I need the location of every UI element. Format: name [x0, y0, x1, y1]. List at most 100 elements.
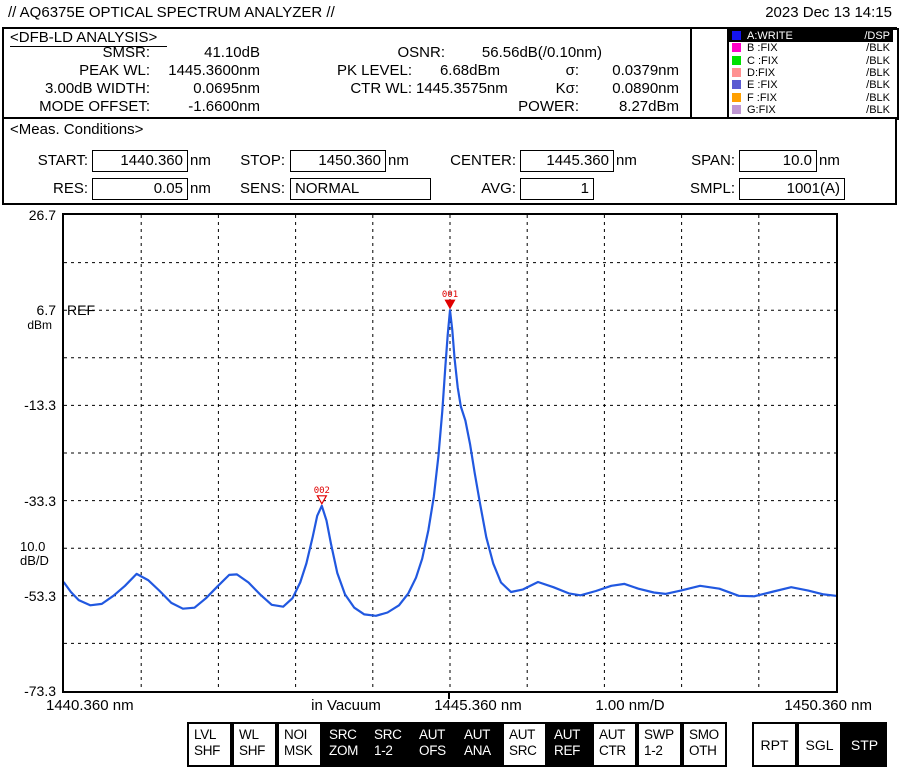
k-sigma-value: 0.0890nm — [612, 80, 679, 97]
trace-row-b[interactable]: B :FIX/BLK — [729, 42, 893, 54]
pk-level-label: PK LEVEL: — [336, 62, 412, 79]
power-value: 8.27dBm — [618, 98, 679, 115]
trace-mode: /BLK — [866, 103, 890, 116]
stop-unit: nm — [388, 152, 409, 169]
trace-legend: A:WRITE/DSP B :FIX/BLK C :FIX/BLK D:FIX/BLK… — [727, 28, 899, 120]
center-input[interactable]: 1445.360 — [520, 150, 614, 172]
res-input[interactable]: 0.05 — [92, 178, 188, 200]
softkey-label: SRC — [329, 727, 357, 742]
softkey-swp-1-2[interactable]: SWP 1-2 — [637, 722, 682, 767]
center-label: CENTER: — [450, 152, 516, 169]
trace-color-swatch — [732, 80, 741, 90]
sweep-button-rpt[interactable]: RPT — [752, 722, 797, 767]
smsr-label: SMSR: — [102, 44, 150, 61]
sweep-button-stp[interactable]: STP — [842, 722, 887, 767]
app-title: // AQ6375E OPTICAL SPECTRUM ANALYZER // — [8, 4, 335, 21]
softkey-aut-ana[interactable]: AUT ANA — [457, 722, 502, 767]
softkey-label: AUT — [554, 727, 581, 742]
softkey-lvl-shf[interactable]: LVL SHF — [187, 722, 232, 767]
softkey-aut-ref[interactable]: AUT REF — [547, 722, 592, 767]
softkey-src-1-2[interactable]: SRC 1-2 — [367, 722, 415, 767]
softkey-label: SWP — [644, 727, 674, 742]
trace-name: F :FIX — [747, 91, 777, 104]
softkey-aut-ofs[interactable]: AUT OFS — [412, 722, 460, 767]
trace-name: B :FIX — [747, 42, 778, 55]
trace-color-swatch — [732, 31, 741, 40]
trace-name: C :FIX — [747, 54, 779, 67]
trace-row-d[interactable]: D:FIX/BLK — [729, 67, 893, 79]
avg-label: AVG: — [481, 180, 516, 197]
x-axis-center-label: 1445.360 nm — [434, 697, 522, 714]
avg-input[interactable]: 1 — [520, 178, 594, 200]
y-tick-label: -33.3 — [24, 492, 56, 509]
start-input[interactable]: 1440.360 — [92, 150, 188, 172]
softkey-aut-src[interactable]: AUT SRC — [502, 722, 547, 767]
x-axis-stop-label: 1450.360 nm — [784, 697, 872, 714]
trace-color-swatch — [732, 55, 741, 65]
sweep-button-sgl[interactable]: SGL — [797, 722, 842, 767]
stop-input[interactable]: 1450.360 — [290, 150, 386, 172]
softkey-label: AUT — [464, 727, 491, 742]
smpl-input[interactable]: 1001(A) — [739, 178, 845, 200]
softkey-label: 1-2 — [374, 743, 393, 758]
trace-row-f[interactable]: F :FIX/BLK — [729, 92, 893, 104]
softkey-label: AUT — [509, 727, 536, 742]
softkey-wl-shf[interactable]: WL SHF — [232, 722, 277, 767]
softkey-src-zom[interactable]: SRC ZOM — [322, 722, 370, 767]
osnr-value: 56.56dB(/0.10nm) — [481, 44, 602, 61]
trace-mode: /DSP — [864, 30, 890, 42]
trace-name: A:WRITE — [747, 30, 793, 42]
peak-wl-value: 1445.3600nm — [168, 62, 260, 79]
peak-marker-002 — [316, 495, 328, 506]
softkey-label: 1-2 — [644, 743, 663, 758]
softkey-label: MSK — [284, 743, 313, 758]
softkey-aut-ctr[interactable]: AUT CTR — [592, 722, 637, 767]
span-input[interactable]: 10.0 — [739, 150, 817, 172]
sigma-label: σ: — [565, 62, 579, 79]
trace-row-e[interactable]: E :FIX/BLK — [729, 79, 893, 91]
ref-line-label: REF — [67, 302, 95, 318]
softkey-label: SHF — [239, 743, 266, 758]
trace-name: E :FIX — [747, 79, 778, 92]
softkey-label: CTR — [599, 743, 626, 758]
start-label: START: — [37, 152, 88, 169]
pk-level-value: 6.68dBm — [439, 62, 500, 79]
mode-offset-value: -1.6600nm — [188, 98, 260, 115]
spectrum-chart: 26.7 6.7 -13.3 -33.3 -53.3 -73.3 dBm 10.0 dB/… — [0, 205, 899, 725]
trace-mode: /BLK — [866, 54, 890, 67]
meas-conditions-panel: <Meas. Conditions> START: 1440.360 nm ST… — [2, 117, 897, 205]
y-scale-value: 10.0 — [20, 539, 46, 554]
trace-row-a[interactable]: A:WRITE/DSP — [729, 30, 893, 42]
start-unit: nm — [190, 152, 211, 169]
res-unit: nm — [190, 180, 211, 197]
y-scale-per-div: 10.0 dB/D — [20, 540, 49, 568]
ctr-wl-label: CTR WL: — [350, 80, 412, 97]
y-tick-label: -13.3 — [24, 397, 56, 414]
power-label: POWER: — [518, 98, 579, 115]
trace-row-c[interactable]: C :FIX/BLK — [729, 55, 893, 67]
span-label: SPAN: — [691, 152, 735, 169]
trace-mode: /BLK — [866, 42, 890, 55]
width-3db-value: 0.0695nm — [193, 80, 260, 97]
softkey-label: NOI — [284, 727, 308, 742]
softkey-noi-msk[interactable]: NOI MSK — [277, 722, 322, 767]
softkey-label: SMO — [689, 727, 719, 742]
res-label: RES: — [52, 180, 88, 197]
softkey-label: SRC — [509, 743, 537, 758]
peak-wl-label: PEAK WL: — [79, 62, 150, 79]
softkey-label: LVL — [194, 727, 217, 742]
peak-marker-label-001: 001 — [442, 290, 458, 300]
x-axis-scale-label: 1.00 nm/D — [595, 697, 665, 714]
y-tick-label: -53.3 — [24, 587, 56, 604]
x-axis-medium-label: in Vacuum — [311, 697, 381, 714]
trace-color-swatch — [732, 67, 741, 77]
span-unit: nm — [819, 152, 840, 169]
peak-marker-label-002: 002 — [314, 486, 330, 496]
trace-row-g[interactable]: G:FIX/BLK — [729, 104, 893, 116]
trace-mode: /BLK — [866, 66, 890, 79]
trace-mode: /BLK — [866, 79, 890, 92]
sens-input[interactable]: NORMAL — [290, 178, 431, 200]
softkey-smo-oth[interactable]: SMO OTH — [682, 722, 727, 767]
peak-marker-001 — [444, 299, 456, 310]
